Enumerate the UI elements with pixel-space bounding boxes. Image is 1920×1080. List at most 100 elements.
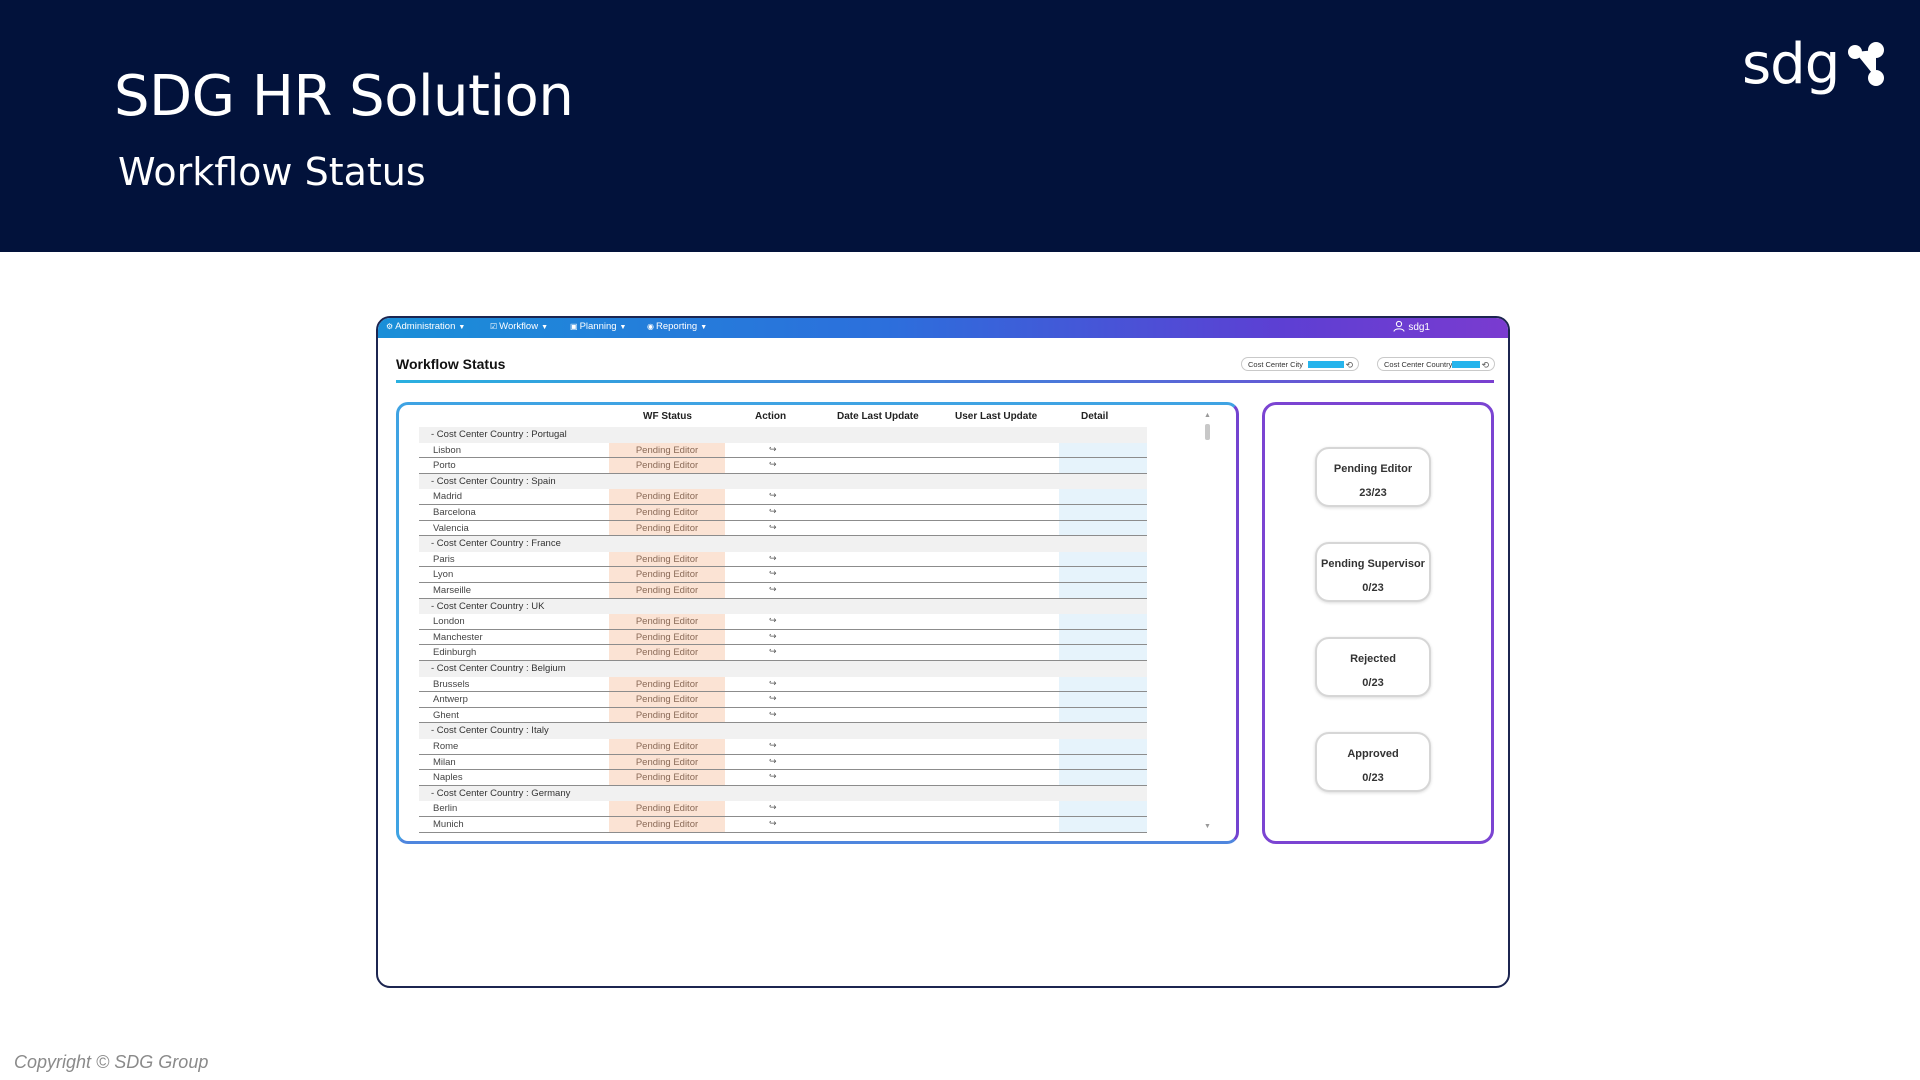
row-divider (419, 503, 1147, 505)
action-arrow-icon[interactable]: ↪ (769, 693, 777, 704)
detail-cell[interactable] (1059, 739, 1147, 754)
detail-cell[interactable] (1059, 676, 1147, 692)
detail-cell[interactable] (1059, 458, 1147, 474)
group-row[interactable]: - Cost Center Country : Belgium (419, 661, 1147, 677)
table-row[interactable]: Lisbon Pending Editor ↪ (419, 442, 1161, 459)
detail-cell[interactable] (1059, 614, 1147, 630)
table-row[interactable]: London Pending Editor ↪ (419, 614, 1161, 630)
group-row[interactable]: - Cost Center Country : Italy (419, 723, 1147, 739)
menu-workflow[interactable]: ☑ Workflow ▼ (490, 321, 548, 332)
filter-cost-center-city[interactable]: Cost Center City ⟲ (1241, 357, 1359, 371)
header-date-last-update[interactable]: Date Last Update (837, 411, 919, 422)
action-arrow-icon[interactable]: ↪ (769, 818, 777, 828)
header-detail[interactable]: Detail (1081, 411, 1109, 422)
table-row[interactable]: Marseille Pending Editor ↪ (419, 583, 1161, 599)
action-arrow-icon[interactable]: ↪ (769, 708, 777, 719)
detail-cell[interactable] (1059, 520, 1147, 536)
header-action[interactable]: Action (755, 411, 787, 422)
row-divider (419, 644, 1147, 646)
slide-subtitle: Workflow Status (118, 150, 426, 194)
detail-cell[interactable] (1059, 567, 1147, 583)
action-arrow-icon[interactable]: ↪ (769, 521, 777, 532)
menu-planning[interactable]: ▣ Planning ▼ (570, 321, 626, 332)
action-arrow-icon[interactable]: ↪ (769, 615, 777, 626)
table-row[interactable]: Munich Pending Editor ↪ (419, 817, 1161, 833)
table-row[interactable]: Barcelona Pending Editor ↪ (419, 505, 1161, 521)
detail-cell[interactable] (1059, 629, 1147, 645)
table-row[interactable]: Brussels Pending Editor ↪ (419, 676, 1161, 693)
action-arrow-icon[interactable]: ↪ (769, 568, 777, 579)
action-arrow-icon[interactable]: ↪ (769, 443, 777, 454)
user-menu[interactable]: sdg1 (1393, 320, 1430, 333)
table-scrollbar[interactable]: ▲ ▼ (1204, 412, 1211, 830)
header-user-last-update[interactable]: User Last Update (955, 411, 1038, 422)
detail-cell[interactable] (1059, 551, 1147, 567)
detail-cell[interactable] (1059, 817, 1147, 832)
detail-cell[interactable] (1059, 645, 1147, 661)
menu-administration[interactable]: ⚙ Administration ▼ (386, 321, 465, 332)
action-arrow-icon[interactable]: ↪ (769, 755, 777, 766)
group-row[interactable]: - Cost Center Country : France (419, 536, 1147, 552)
table-row[interactable]: Paris Pending Editor ↪ (419, 551, 1161, 568)
group-row[interactable]: - Cost Center Country : Portugal (419, 427, 1147, 443)
group-row[interactable]: - Cost Center Country : Germany (419, 785, 1147, 802)
table-row[interactable]: Edinburgh Pending Editor ↪ (419, 645, 1161, 661)
table-row[interactable]: Berlin Pending Editor ↪ (419, 801, 1161, 817)
table-row[interactable]: Porto Pending Editor ↪ (419, 458, 1161, 474)
detail-cell[interactable] (1059, 442, 1147, 458)
table-row[interactable]: Rome Pending Editor ↪ (419, 739, 1161, 755)
action-arrow-icon[interactable]: ↪ (769, 459, 777, 470)
card-pending-supervisor[interactable]: Pending Supervisor 0/23 (1315, 542, 1431, 602)
action-arrow-icon[interactable]: ↪ (769, 646, 777, 657)
card-approved[interactable]: Approved 0/23 (1315, 732, 1431, 792)
action-arrow-icon[interactable]: ↪ (769, 490, 777, 501)
reset-icon[interactable]: ⟲ (1345, 360, 1353, 370)
logo-mark-icon (1848, 42, 1884, 86)
detail-cell[interactable] (1059, 707, 1147, 723)
action-arrow-icon[interactable]: ↪ (769, 677, 777, 688)
action-arrow-icon[interactable]: ↪ (769, 630, 777, 641)
table-row[interactable]: Lyon Pending Editor ↪ (419, 567, 1161, 583)
city-cell: Lyon (433, 569, 454, 581)
reset-icon[interactable]: ⟲ (1481, 360, 1489, 370)
scroll-up-icon[interactable]: ▲ (1204, 412, 1211, 419)
table-row[interactable]: Valencia Pending Editor ↪ (419, 520, 1161, 537)
detail-cell[interactable] (1059, 583, 1147, 598)
detail-cell[interactable] (1059, 754, 1147, 770)
detail-cell[interactable] (1059, 692, 1147, 708)
status-cell: Pending Editor (609, 442, 725, 458)
city-cell: Paris (433, 553, 455, 565)
scroll-thumb[interactable] (1205, 424, 1210, 440)
card-pending-editor[interactable]: Pending Editor 23/23 (1315, 447, 1431, 507)
card-value: 0/23 (1362, 582, 1384, 594)
menu-reporting[interactable]: ◉ Reporting ▼ (647, 321, 707, 332)
table-row[interactable]: Milan Pending Editor ↪ (419, 754, 1161, 771)
action-arrow-icon[interactable]: ↪ (769, 771, 777, 782)
row-divider (419, 472, 1147, 474)
detail-cell[interactable] (1059, 801, 1147, 817)
table-row[interactable]: Naples Pending Editor ↪ (419, 770, 1161, 786)
scroll-down-icon[interactable]: ▼ (1204, 823, 1211, 830)
table-row[interactable]: Antwerp Pending Editor ↪ (419, 692, 1161, 708)
group-row[interactable]: - Cost Center Country : UK (419, 598, 1147, 615)
group-row[interactable]: - Cost Center Country : Spain (419, 473, 1147, 490)
action-arrow-icon[interactable]: ↪ (769, 584, 777, 594)
filter-cost-center-country[interactable]: Cost Center Country ⟲ (1377, 357, 1495, 371)
table-row[interactable]: Ghent Pending Editor ↪ (419, 707, 1161, 724)
detail-cell[interactable] (1059, 505, 1147, 520)
city-cell: Naples (433, 772, 463, 784)
card-rejected[interactable]: Rejected 0/23 (1315, 637, 1431, 697)
action-arrow-icon[interactable]: ↪ (769, 506, 777, 516)
header-wf-status[interactable]: WF Status (643, 411, 692, 422)
action-arrow-icon[interactable]: ↪ (769, 802, 777, 813)
action-arrow-icon[interactable]: ↪ (769, 552, 777, 563)
detail-cell[interactable] (1059, 770, 1147, 786)
table-row[interactable]: Madrid Pending Editor ↪ (419, 489, 1161, 505)
action-arrow-icon[interactable]: ↪ (769, 740, 777, 750)
city-cell: Antwerp (433, 694, 468, 706)
row-divider (419, 831, 1147, 833)
table-row[interactable]: Manchester Pending Editor ↪ (419, 629, 1161, 646)
city-cell: Madrid (433, 491, 463, 503)
detail-cell[interactable] (1059, 489, 1147, 505)
user-name: sdg1 (1408, 322, 1430, 333)
